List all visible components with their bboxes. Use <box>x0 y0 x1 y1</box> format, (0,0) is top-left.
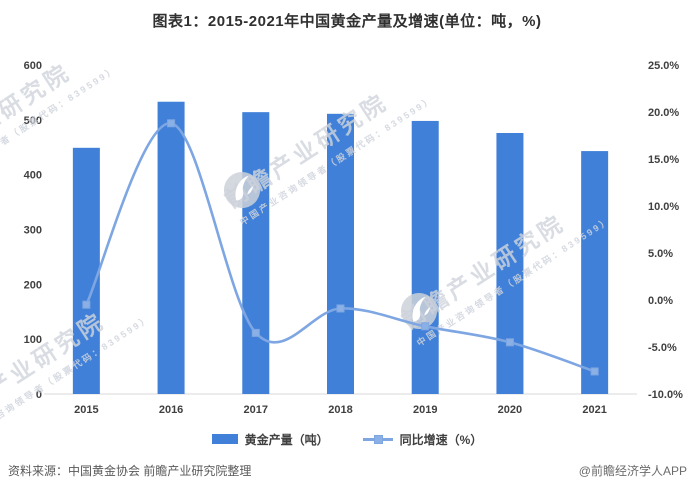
x-tick-label: 2021 <box>582 404 606 416</box>
y-left-tick-label: 600 <box>24 60 42 72</box>
growth-marker-2018 <box>336 304 345 313</box>
y-right-tick-label: -5.0% <box>648 342 677 354</box>
y-left-tick-label: 400 <box>24 170 42 182</box>
x-tick-label: 2016 <box>159 404 183 416</box>
y-left-tick-label: 100 <box>24 334 42 346</box>
growth-marker-2021 <box>590 367 599 376</box>
y-right-tick-label: 15.0% <box>648 154 679 166</box>
y-right-tick-label: 20.0% <box>648 107 679 119</box>
source-note: 资料来源：中国黄金协会 前瞻产业研究院整理 <box>8 464 252 478</box>
bar-2017 <box>242 112 270 394</box>
y-right-tick-label: 5.0% <box>648 248 673 260</box>
bar-2020 <box>496 132 524 394</box>
x-tick-label: 2019 <box>413 404 437 416</box>
growth-marker-2016 <box>167 119 176 128</box>
y-right-tick-label: 25.0% <box>648 60 679 72</box>
x-tick-label: 2020 <box>498 404 522 416</box>
legend-item-production: 黄金产量（吨） <box>211 431 329 448</box>
y-right-tick-label: 10.0% <box>648 201 679 213</box>
growth-marker-2015 <box>82 300 91 309</box>
y-left-tick-label: 0 <box>36 389 42 401</box>
chart-legend: 黄金产量（吨） 同比增速（%） <box>0 430 694 448</box>
credit-note: @前瞻经济学人APP <box>578 464 687 478</box>
bar-2016 <box>157 101 185 394</box>
growth-marker-2019 <box>421 322 430 331</box>
y-right-tick-label: 0.0% <box>648 295 673 307</box>
bar-2015 <box>72 147 100 394</box>
line-swatch-icon <box>362 434 393 444</box>
legend-label-growth: 同比增速（%） <box>399 432 483 447</box>
growth-line <box>85 122 596 373</box>
legend-label-production: 黄金产量（吨） <box>244 432 329 447</box>
legend-item-growth: 同比增速（%） <box>362 431 483 448</box>
growth-marker-2017 <box>251 328 260 337</box>
bar-2018 <box>327 113 354 394</box>
x-tick-label: 2017 <box>244 404 268 416</box>
bar-2021 <box>581 151 609 394</box>
chart-title: 图表1：2015-2021年中国黄金产量及增速(单位：吨，%) <box>152 13 542 30</box>
bar-swatch-icon <box>211 434 238 444</box>
x-tick-label: 2015 <box>74 404 98 416</box>
x-tick-label: 2018 <box>328 404 352 416</box>
growth-marker-2020 <box>505 338 514 347</box>
y-left-tick-label: 500 <box>24 115 42 127</box>
bar-2019 <box>411 120 439 395</box>
y-left-tick-label: 200 <box>24 279 42 291</box>
y-left-tick-label: 300 <box>24 225 42 237</box>
y-right-tick-label: -10.0% <box>648 389 683 401</box>
